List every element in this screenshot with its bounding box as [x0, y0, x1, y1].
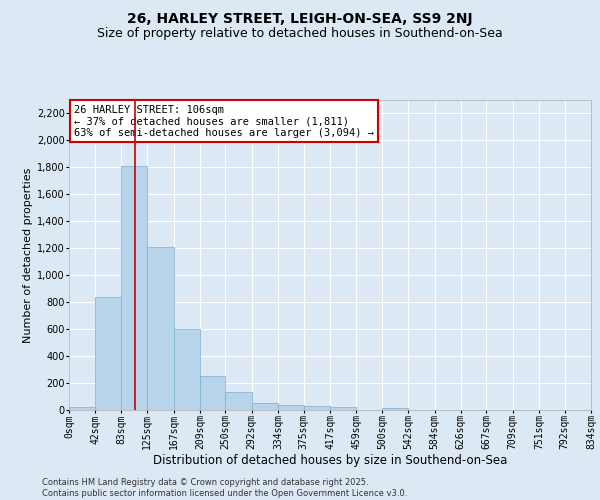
Bar: [330, 408, 356, 410]
Bar: [252, 404, 278, 410]
Text: Contains HM Land Registry data © Crown copyright and database right 2025.
Contai: Contains HM Land Registry data © Crown c…: [42, 478, 407, 498]
Bar: [121, 166, 147, 410]
Text: 26 HARLEY STREET: 106sqm
← 37% of detached houses are smaller (1,811)
63% of sem: 26 HARLEY STREET: 106sqm ← 37% of detach…: [74, 104, 374, 138]
Bar: [200, 376, 226, 410]
Bar: [95, 297, 121, 410]
Bar: [226, 392, 252, 410]
Bar: [304, 406, 330, 410]
X-axis label: Distribution of detached houses by size in Southend-on-Sea: Distribution of detached houses by size …: [153, 454, 507, 466]
Y-axis label: Number of detached properties: Number of detached properties: [23, 168, 33, 342]
Text: 26, HARLEY STREET, LEIGH-ON-SEA, SS9 2NJ: 26, HARLEY STREET, LEIGH-ON-SEA, SS9 2NJ: [127, 12, 473, 26]
Bar: [69, 406, 95, 410]
Bar: [173, 329, 200, 410]
Bar: [147, 247, 173, 410]
Bar: [382, 408, 408, 410]
Text: Size of property relative to detached houses in Southend-on-Sea: Size of property relative to detached ho…: [97, 28, 503, 40]
Bar: [278, 404, 304, 410]
